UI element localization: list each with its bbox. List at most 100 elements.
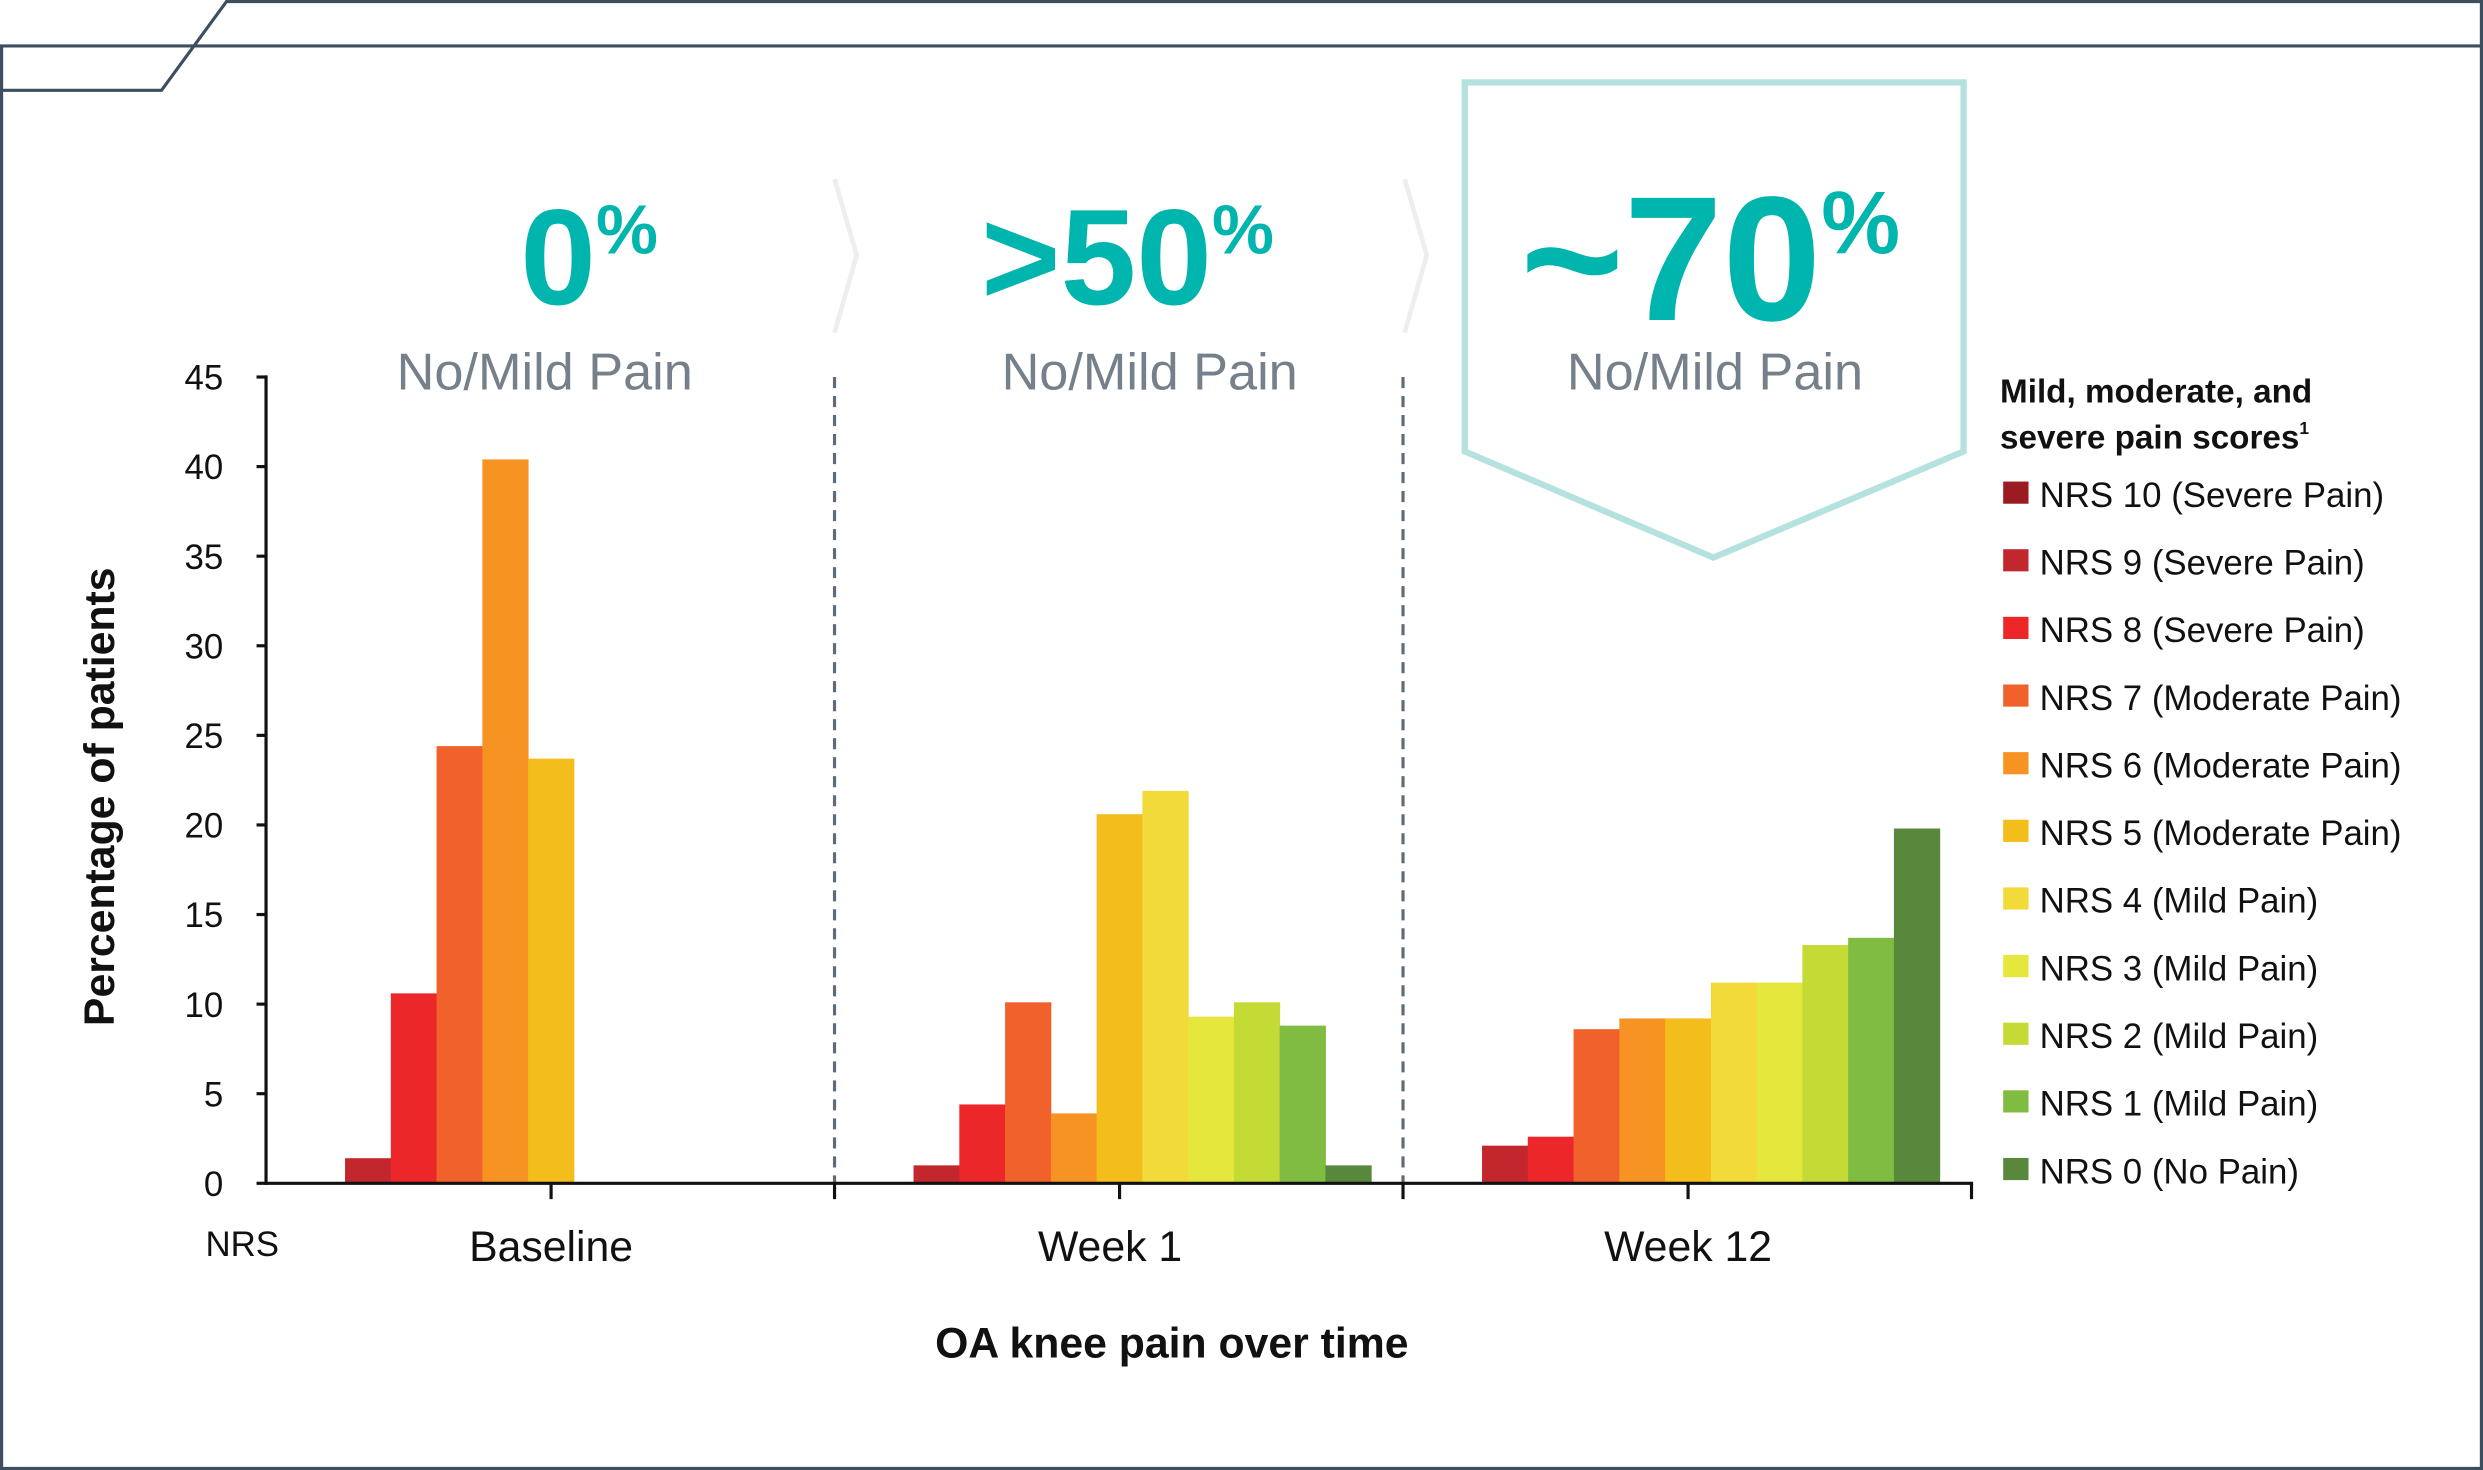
legend-item: NRS 10 (Severe Pain) [2003, 476, 2384, 515]
legend-swatch [2003, 955, 2029, 978]
bar-week-1-nrs-6 [1050, 1113, 1098, 1184]
legend-item: NRS 8 (Severe Pain) [2003, 611, 2365, 650]
y-tick-label: 40 [185, 448, 224, 487]
bar-week-12-nrs-8 [1527, 1136, 1575, 1184]
legend-swatch [2003, 616, 2029, 640]
bar-week-1-nrs-8 [959, 1104, 1006, 1184]
y-tick-label: 15 [185, 896, 224, 935]
legend-swatch [2003, 1022, 2029, 1045]
bar-week-12-nrs-4 [1710, 982, 1758, 1184]
y-tick-label: 25 [185, 717, 224, 756]
bar-baseline-nrs-8 [390, 993, 438, 1184]
bar-week-1-nrs-3 [1188, 1016, 1235, 1184]
y-tick-label: 5 [204, 1075, 223, 1114]
legend-item: NRS 0 (No Pain) [2003, 1152, 2299, 1191]
bar-week-12-nrs-7 [1573, 1029, 1620, 1184]
chevron-separator-icon [832, 178, 860, 334]
bar-week-12-nrs-5 [1665, 1018, 1712, 1184]
headline-unit: % [1821, 173, 1900, 272]
headline-label: No/Mild Pain [1567, 344, 1863, 402]
bar-week-12-nrs-3 [1756, 982, 1803, 1184]
legend-item: NRS 4 (Mild Pain) [2003, 882, 2318, 921]
legend-label: NRS 7 (Moderate Pain) [2040, 679, 2402, 718]
legend: Mild, moderate, and severe pain scores1 … [2000, 373, 2402, 1191]
legend-label: NRS 4 (Mild Pain) [2040, 882, 2319, 921]
headline-value: 0 [520, 181, 596, 333]
category-label: Baseline [469, 1223, 633, 1271]
bar-week-1-nrs-5 [1096, 814, 1143, 1184]
legend-label: NRS 8 (Severe Pain) [2040, 611, 2365, 650]
headline-value: ~70 [1520, 159, 1821, 358]
headline-label: No/Mild Pain [397, 344, 693, 402]
x-axis-ticks [549, 1183, 1974, 1200]
category-label: Week 12 [1604, 1223, 1772, 1271]
legend-label: NRS 3 (Mild Pain) [2040, 949, 2319, 988]
bar-week-1-nrs-1 [1279, 1025, 1326, 1184]
legend-item: NRS 7 (Moderate Pain) [2003, 679, 2402, 718]
legend-item: NRS 6 (Moderate Pain) [2003, 746, 2402, 785]
legend-label: NRS 1 (Mild Pain) [2040, 1085, 2319, 1124]
bar-week-12-nrs-1 [1848, 937, 1895, 1184]
headline-baseline: 0% No/Mild Pain [397, 181, 693, 402]
bar-week-1-nrs-0 [1325, 1165, 1372, 1184]
svg-text:severe pain scores1: severe pain scores1 [2000, 418, 2309, 456]
category-label: Week 1 [1038, 1223, 1182, 1271]
legend-footnote: 1 [2299, 418, 2309, 438]
legend-title: severe pain scores [2000, 419, 2299, 456]
legend-swatch [2003, 481, 2029, 504]
bar-baseline-nrs-7 [436, 746, 483, 1184]
y-tick-label: 0 [204, 1165, 223, 1204]
y-tick-label: 45 [185, 359, 224, 398]
headline-week1: >50% No/Mild Pain [981, 181, 1298, 402]
legend-swatch [2003, 1157, 2029, 1181]
bar-week-1-nrs-2 [1233, 1002, 1281, 1184]
legend-item: NRS 1 (Mild Pain) [2003, 1085, 2318, 1124]
y-axis-ticks: 0 5 10 15 20 25 30 35 40 45 [185, 359, 267, 1204]
legend-swatch [2003, 549, 2029, 572]
legend-label: NRS 10 (Severe Pain) [2040, 476, 2385, 515]
legend-title: Mild, moderate, and [2000, 373, 2312, 410]
y-tick-label: 35 [185, 538, 224, 577]
legend-item: NRS 9 (Severe Pain) [2003, 544, 2365, 583]
legend-item: NRS 2 (Mild Pain) [2003, 1017, 2318, 1056]
y-tick-label: 20 [185, 807, 224, 846]
bar-week-12-nrs-6 [1619, 1018, 1666, 1184]
svg-text:0%: 0% [520, 181, 658, 333]
bars [345, 459, 1941, 1184]
legend-swatch [2003, 1090, 2029, 1113]
bar-week-12-nrs-9 [1482, 1145, 1529, 1184]
legend-label: NRS 9 (Severe Pain) [2040, 544, 2365, 583]
legend-swatch [2003, 887, 2029, 910]
bar-baseline-nrs-6 [482, 459, 529, 1184]
bar-week-1-nrs-9 [913, 1165, 960, 1184]
legend-item: NRS 3 (Mild Pain) [2003, 949, 2318, 988]
chevron-separator-icon [1402, 178, 1430, 334]
legend-label: NRS 6 (Moderate Pain) [2040, 746, 2402, 785]
y-tick-label: 10 [185, 986, 224, 1025]
headline-week12: ~70% No/Mild Pain [1520, 159, 1900, 402]
svg-text:>50%: >50% [981, 181, 1274, 333]
y-tick-label: 30 [185, 627, 224, 666]
headline-value: >50 [981, 181, 1212, 333]
legend-label: NRS 2 (Mild Pain) [2040, 1017, 2319, 1056]
bar-baseline-nrs-5 [528, 758, 575, 1184]
legend-label: NRS 0 (No Pain) [2040, 1152, 2299, 1191]
y-axis-label: Percentage of patients [76, 567, 124, 1026]
svg-text:~70%: ~70% [1520, 159, 1900, 358]
bar-week-12-nrs-2 [1802, 944, 1849, 1184]
x-axis-label: OA knee pain over time [935, 1320, 1409, 1368]
headline-label: No/Mild Pain [1002, 344, 1298, 402]
headline-unit: % [596, 190, 658, 268]
headline-unit: % [1212, 190, 1274, 268]
callout-box [1461, 79, 1967, 562]
legend-swatch [2003, 752, 2029, 775]
bar-week-1-nrs-4 [1142, 790, 1189, 1184]
legend-swatch [2003, 684, 2029, 707]
legend-swatch [2003, 819, 2029, 842]
legend-item: NRS 5 (Moderate Pain) [2003, 814, 2402, 853]
bar-baseline-nrs-9 [345, 1158, 392, 1184]
legend-label: NRS 5 (Moderate Pain) [2040, 814, 2402, 853]
